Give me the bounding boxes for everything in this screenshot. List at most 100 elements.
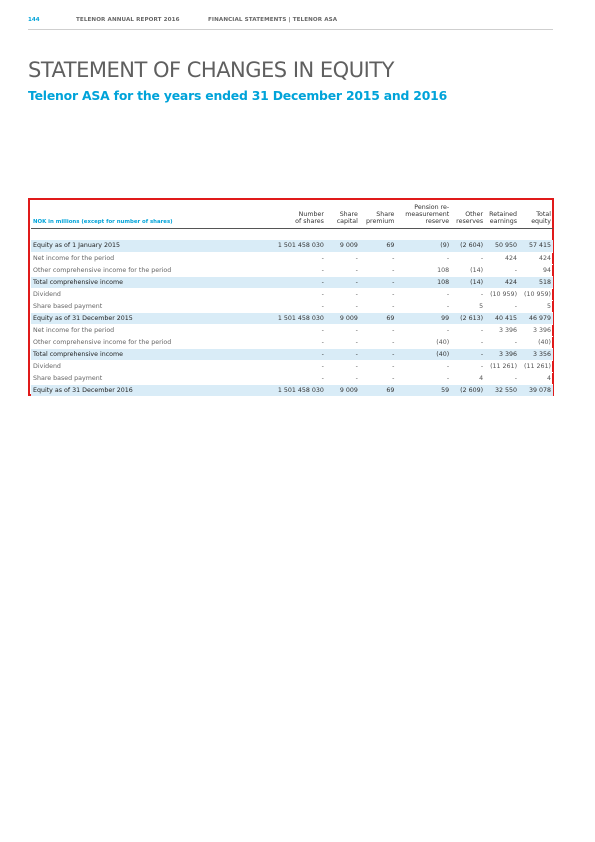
value-cell: (2 613) — [451, 312, 486, 325]
value-cell: 57 415 — [519, 240, 553, 253]
column-header-line: premium — [366, 217, 395, 225]
value-cell: 32 550 — [485, 384, 520, 397]
table-row: Share based payment - - - -5-5 — [31, 300, 553, 313]
value-cell: - — [265, 276, 326, 289]
value-cell: 9 009 — [325, 312, 360, 325]
row-label: Other comprehensive income for the perio… — [31, 336, 266, 349]
table-row: Net income for the period - - - - -3 396 3 396 — [31, 324, 553, 337]
value-cell: - — [265, 360, 326, 373]
column-header-line: Number — [298, 210, 324, 218]
table-row: Net income for the period - - - - -424 424 — [31, 252, 553, 265]
row-label: Net income for the period — [31, 252, 266, 265]
value-cell: (2 609) — [451, 384, 486, 397]
value-cell: 5 — [451, 300, 486, 313]
value-cell: 3 356 — [519, 348, 553, 361]
value-cell: - — [325, 336, 360, 349]
equity-table: NOK in millions (except for number of sh… — [31, 200, 553, 397]
equity-table-frame: NOK in millions (except for number of sh… — [28, 198, 554, 397]
value-cell: - — [451, 288, 486, 301]
value-cell: - — [359, 276, 397, 289]
value-cell: - — [359, 300, 397, 313]
table-row: Total comprehensive income - - -108 (14) 424 5… — [31, 276, 553, 289]
column-header: Other reserves — [451, 200, 486, 229]
value-cell: 1 501 458 030 — [265, 384, 326, 397]
report-name: TELENOR ANNUAL REPORT 2016 — [76, 17, 180, 23]
value-cell: 1 501 458 030 — [265, 312, 326, 325]
value-cell: 108 — [396, 264, 452, 277]
value-cell: - — [485, 372, 520, 385]
value-cell: 69 — [359, 240, 397, 253]
row-label: Equity as of 1 January 2015 — [31, 240, 266, 253]
row-label: Dividend — [31, 360, 266, 373]
value-cell: (10 959) — [519, 288, 553, 301]
value-cell: 99 — [396, 312, 452, 325]
column-header-line: of shares — [295, 217, 324, 225]
value-cell: - — [325, 360, 360, 373]
column-header: Number of shares — [265, 200, 326, 229]
value-cell: (10 959) — [485, 288, 520, 301]
value-cell: (11 261) — [485, 360, 520, 373]
table-row: Total comprehensive income - - - (40) -3 396 3… — [31, 348, 553, 361]
table-row: Equity as of 31 December 2016 1 501 458 0… — [31, 384, 553, 397]
value-cell: - — [359, 360, 397, 373]
value-cell: - — [325, 264, 360, 277]
value-cell: - — [359, 348, 397, 361]
row-label: Equity as of 31 December 2016 — [31, 384, 266, 397]
value-cell: (2 604) — [451, 240, 486, 253]
value-cell: - — [396, 324, 452, 337]
row-label: Share based payment — [31, 372, 266, 385]
value-cell: - — [396, 288, 452, 301]
row-label: Net income for the period — [31, 324, 266, 337]
value-cell: 69 — [359, 312, 397, 325]
value-cell: 50 950 — [485, 240, 520, 253]
value-cell: (40) — [396, 336, 452, 349]
value-cell: (9) — [396, 240, 452, 253]
row-label: Dividend — [31, 288, 266, 301]
row-label: Equity as of 31 December 2015 — [31, 312, 266, 325]
unit-label: NOK in millions (except for number of sh… — [31, 200, 266, 229]
value-cell: 3 396 — [485, 348, 520, 361]
value-cell: 39 078 — [519, 384, 553, 397]
column-header-line: capital — [336, 217, 358, 225]
value-cell: - — [396, 372, 452, 385]
row-label: Total comprehensive income — [31, 276, 266, 289]
value-cell: - — [359, 288, 397, 301]
value-cell: - — [265, 252, 326, 265]
value-cell: - — [359, 252, 397, 265]
value-cell: (14) — [451, 264, 486, 277]
section-name: FINANCIAL STATEMENTS | TELENOR ASA — [208, 17, 338, 23]
column-header-line: measurement — [405, 210, 450, 218]
value-cell: - — [325, 348, 360, 361]
value-cell: 108 — [396, 276, 452, 289]
value-cell: 424 — [485, 276, 520, 289]
table-row: Other comprehensive income for the perio… — [31, 336, 553, 349]
value-cell: (40) — [519, 336, 553, 349]
column-header-line: reserves — [456, 217, 484, 225]
table-row: Share based payment - - - -4-4 — [31, 372, 553, 385]
column-header: Retained earnings — [485, 200, 520, 229]
table-header-row: NOK in millions (except for number of sh… — [31, 200, 553, 229]
value-cell: - — [359, 372, 397, 385]
table-row: Other comprehensive income for the perio… — [31, 264, 553, 277]
page-subtitle: Telenor ASA for the years ended 31 Decem… — [28, 88, 447, 103]
value-cell: 40 415 — [485, 312, 520, 325]
value-cell: 69 — [359, 384, 397, 397]
value-cell: - — [451, 324, 486, 337]
value-cell: 1 501 458 030 — [265, 240, 326, 253]
value-cell: - — [325, 324, 360, 337]
value-cell: - — [265, 336, 326, 349]
value-cell: - — [451, 348, 486, 361]
table-row: Dividend - - - - - (11 261) (11 261) — [31, 360, 553, 373]
page-header: 144 TELENOR ANNUAL REPORT 2016 FINANCIAL… — [28, 14, 553, 30]
table-body: Equity as of 1 January 2015 1 501 458 030… — [31, 228, 553, 397]
value-cell: - — [451, 252, 486, 265]
value-cell: 9 009 — [325, 384, 360, 397]
value-cell: 3 396 — [485, 324, 520, 337]
value-cell: (14) — [451, 276, 486, 289]
column-header-line: Share — [339, 210, 358, 218]
value-cell: - — [359, 264, 397, 277]
value-cell: - — [265, 300, 326, 313]
value-cell: 4 — [519, 372, 553, 385]
column-header: Share capital — [325, 200, 360, 229]
column-header: Total equity — [519, 200, 553, 229]
